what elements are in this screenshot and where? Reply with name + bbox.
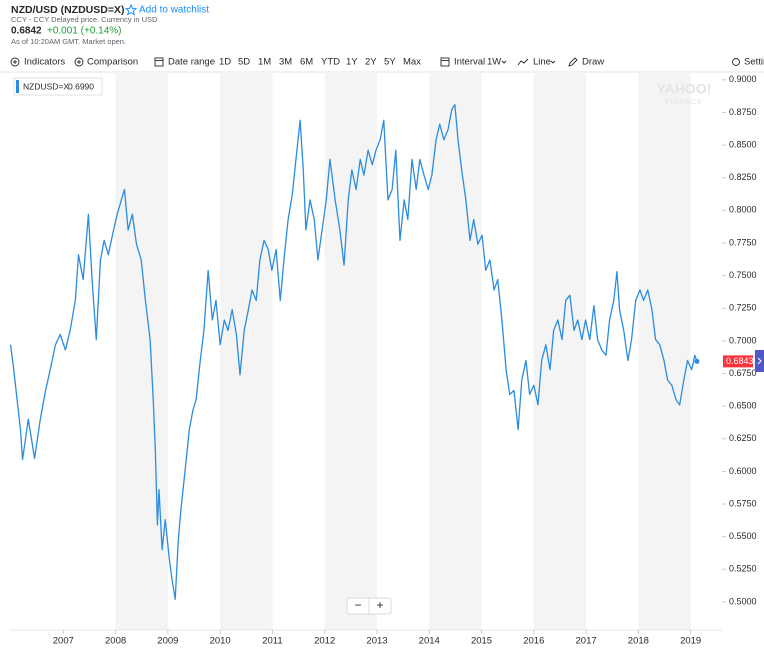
y-tick-label: 0.6500 <box>729 401 757 411</box>
x-tick-label: 2009 <box>157 636 178 647</box>
side-tab-arrow <box>757 357 762 365</box>
last-price-label: 0.6843 <box>726 356 754 366</box>
as-of: As of 10:20AM GMT. Market open. <box>11 37 126 46</box>
toolbar-item[interactable]: 1D <box>219 57 231 68</box>
last-point <box>694 358 700 364</box>
toolbar-item[interactable]: 1Y <box>346 57 358 68</box>
toolbar-item[interactable]: 6M <box>300 57 313 68</box>
toolbar-item[interactable]: Draw <box>582 57 604 68</box>
year-band <box>115 72 168 630</box>
toolbar-item[interactable]: 2Y <box>365 57 377 68</box>
toolbar-item[interactable]: YTD <box>321 57 340 68</box>
watchlist-link[interactable]: Add to watchlist <box>139 5 209 16</box>
y-tick-label: 0.5750 <box>729 498 757 508</box>
y-tick-label: 0.8500 <box>729 139 757 149</box>
price: 0.6842 <box>11 26 42 37</box>
subtitle: CCY - CCY Delayed price. Currency in USD <box>11 15 158 24</box>
x-tick-label: 2019 <box>680 636 701 647</box>
toolbar-item[interactable]: 1W <box>487 57 501 68</box>
x-tick-label: 2007 <box>53 636 74 647</box>
y-tick-label: 0.6750 <box>729 368 757 378</box>
y-tick-label: 0.7500 <box>729 270 757 280</box>
toolbar-item[interactable]: 3M <box>279 57 292 68</box>
toolbar-item[interactable]: 5Y <box>384 57 396 68</box>
last-price-tag <box>723 355 753 368</box>
year-band <box>638 72 691 630</box>
y-tick-label: 0.6000 <box>729 466 757 476</box>
zoom-control: − + <box>346 597 392 615</box>
toolbar-item[interactable]: Settings <box>744 57 764 68</box>
year-band <box>429 72 482 630</box>
price-line <box>9 103 698 600</box>
toolbar-item[interactable]: Comparison <box>87 57 138 68</box>
plot: YAHOO! FINANCE 2007 2008 2009 2010 2011 2012 201… <box>9 72 757 647</box>
legend-value: 0.6990 <box>68 81 94 91</box>
legend-name: NZDUSD=X <box>23 81 69 91</box>
star-icon[interactable] <box>124 3 138 16</box>
x-tick-label: 2014 <box>419 636 440 647</box>
zoom-out[interactable]: − <box>354 598 361 612</box>
toolbar-item[interactable]: Max <box>403 57 421 68</box>
x-tick-label: 2017 <box>576 636 597 647</box>
toolbar-item[interactable]: 5D <box>238 57 250 68</box>
y-tick-label: 0.9000 <box>729 74 757 84</box>
year-band <box>324 72 377 630</box>
symbol: NZD/USD (NZDUSD=X) <box>11 4 124 16</box>
legend-swatch <box>16 80 19 93</box>
y-tick-label: 0.6250 <box>729 433 757 443</box>
watermark: FINANCE <box>665 99 703 106</box>
legend-box <box>13 77 103 96</box>
y-tick-label: 0.8250 <box>729 172 757 182</box>
x-tick-label: 2008 <box>105 636 126 647</box>
toolbar-item[interactable]: 1M <box>258 57 271 68</box>
x-tick-label: 2015 <box>471 636 492 647</box>
y-tick-label: 0.7250 <box>729 303 757 313</box>
y-tick-label: 0.7750 <box>729 237 757 247</box>
zoom-in[interactable]: + <box>376 598 383 612</box>
y-tick-label: 0.7000 <box>729 335 757 345</box>
year-band <box>533 72 587 630</box>
y-tick-label: 0.5000 <box>729 596 757 606</box>
x-tick-label: 2012 <box>314 636 335 647</box>
side-tab[interactable] <box>755 350 764 372</box>
y-tick-label: 0.8750 <box>729 107 757 117</box>
y-tick-label: 0.8000 <box>729 205 757 215</box>
toolbar-item[interactable]: Line <box>533 57 551 68</box>
x-tick-label: 2018 <box>628 636 649 647</box>
change: +0.001 (+0.14%) <box>47 26 122 37</box>
x-tick-label: 2010 <box>210 636 231 647</box>
toolbar-item[interactable]: Interval <box>454 57 485 68</box>
x-tick-label: 2016 <box>523 636 544 647</box>
y-tick-label: 0.5500 <box>729 531 757 541</box>
toolbar-item[interactable]: Indicators <box>24 57 65 68</box>
x-tick-label: 2011 <box>262 636 282 647</box>
watermark: YAHOO! <box>657 81 712 97</box>
year-band <box>220 72 273 630</box>
y-tick-label: 0.5250 <box>729 564 757 574</box>
x-tick-label: 2013 <box>366 636 387 647</box>
toolbar-icons <box>10 57 740 67</box>
toolbar-item[interactable]: Date range <box>168 57 215 68</box>
